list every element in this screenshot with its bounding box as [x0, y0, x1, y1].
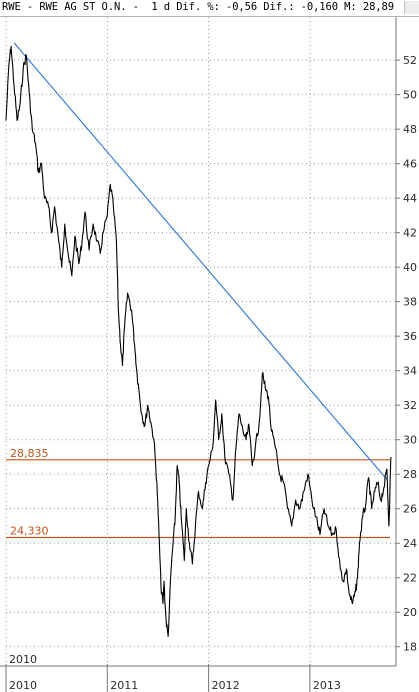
y-tick-label: 30 — [403, 434, 417, 447]
y-tick-label: 20 — [403, 606, 417, 619]
x-tick-label: 2010 — [9, 679, 37, 692]
security-info-text: RWE - RWE AG ST O.N. - 1 d Dif. %: -0,56… — [2, 1, 394, 13]
y-tick-label: 22 — [403, 572, 417, 585]
y-tick-label: 26 — [403, 503, 417, 516]
x-tick-label: 2012 — [212, 679, 240, 692]
y-tick-label: 32 — [403, 399, 417, 412]
y-tick-label: 40 — [403, 261, 417, 274]
y-tick-label: 48 — [403, 123, 417, 136]
x-start-label: 2010 — [9, 653, 37, 666]
trend-line — [13, 42, 388, 480]
y-tick-label: 38 — [403, 296, 417, 309]
y-tick-label: 44 — [403, 192, 417, 205]
y-tick-label: 24 — [403, 537, 417, 550]
level-label: 28,835 — [10, 447, 49, 460]
y-tick-label: 50 — [403, 89, 417, 102]
level-label: 24,330 — [10, 525, 49, 538]
x-tick-label: 2011 — [110, 679, 138, 692]
y-tick-label: 42 — [403, 227, 417, 240]
price-series-line — [5, 45, 392, 637]
y-tick-label: 18 — [403, 641, 417, 654]
y-tick-label: 52 — [403, 54, 417, 67]
y-tick-label: 28 — [403, 468, 417, 481]
y-tick-label: 46 — [403, 158, 417, 171]
y-tick-label: 36 — [403, 330, 417, 343]
y-tick-label: 34 — [403, 365, 417, 378]
header-scroll-button[interactable] — [404, 1, 419, 14]
x-tick-label: 2013 — [313, 679, 341, 692]
chart-header: RWE - RWE AG ST O.N. - 1 d Dif. %: -0,56… — [0, 0, 419, 17]
